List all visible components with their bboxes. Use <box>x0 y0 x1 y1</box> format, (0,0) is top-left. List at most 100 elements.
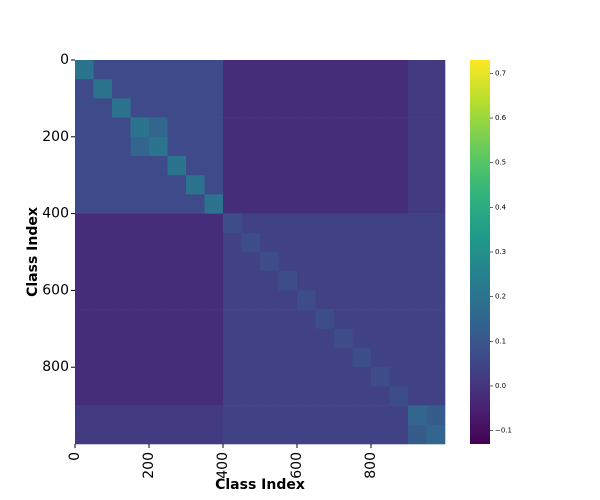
heatmap-cell <box>408 156 427 176</box>
heatmap-cell <box>149 60 168 80</box>
heatmap-cell <box>75 79 94 99</box>
heatmap-cell <box>389 290 409 310</box>
heatmap-cell <box>149 117 168 138</box>
heatmap-cell <box>426 213 446 234</box>
heatmap-cell <box>241 252 261 272</box>
heatmap-cell <box>149 98 168 118</box>
heatmap-cell <box>278 232 298 253</box>
heatmap-cell <box>297 328 316 349</box>
heatmap-cell <box>204 271 224 291</box>
colorbar-tick-label: 0.1 <box>495 337 506 345</box>
heatmap-cell <box>408 271 427 291</box>
heatmap-cell <box>204 232 224 253</box>
heatmap-cell <box>241 194 261 214</box>
heatmap-cell <box>186 367 205 387</box>
heatmap-cell <box>204 136 224 157</box>
heatmap-cell <box>278 213 298 234</box>
heatmap-cell <box>149 367 168 387</box>
heatmap-cell <box>278 136 298 157</box>
heatmap-cell <box>408 60 427 80</box>
heatmap-cell <box>112 156 131 176</box>
heatmap-cell <box>426 79 446 99</box>
heatmap-cell <box>371 405 390 426</box>
y-tick-label: 400 <box>42 206 69 222</box>
heatmap-cell <box>315 252 335 272</box>
heatmap-cell <box>278 386 298 406</box>
heatmap-cell <box>93 98 113 118</box>
heatmap-cell <box>167 328 187 349</box>
heatmap-cell <box>112 60 131 80</box>
y-axis-label: Class Index <box>25 207 41 297</box>
heatmap-cell <box>204 290 224 310</box>
heatmap-cell <box>408 386 427 406</box>
heatmap-cell <box>315 290 335 310</box>
heatmap-cell <box>241 175 261 195</box>
heatmap-cell <box>112 213 131 234</box>
heatmap-cell <box>297 213 316 234</box>
heatmap-cell <box>167 194 187 214</box>
heatmap-cell <box>371 424 390 445</box>
heatmap-cell <box>334 98 353 118</box>
x-tick-label: 800 <box>363 452 379 479</box>
heatmap-cell <box>260 309 279 330</box>
heatmap-cell <box>389 194 409 214</box>
heatmap-cell <box>186 252 205 272</box>
heatmap-cell <box>186 156 205 176</box>
heatmap-cell <box>75 309 94 330</box>
heatmap-cell <box>204 213 224 234</box>
heatmap-cell <box>223 252 242 272</box>
heatmap-cell <box>352 405 372 426</box>
heatmap-cell <box>352 156 372 176</box>
heatmap-cell <box>389 232 409 253</box>
heatmap-cell <box>167 79 187 99</box>
x-tick-label: 200 <box>141 452 157 479</box>
heatmap-cell <box>260 328 279 349</box>
heatmap-cell <box>389 98 409 118</box>
heatmap-cell <box>352 194 372 214</box>
heatmap-cell <box>241 348 261 368</box>
heatmap-cell <box>204 309 224 330</box>
heatmap-cell <box>297 386 316 406</box>
heatmap-cell <box>149 156 168 176</box>
heatmap-cell <box>130 252 150 272</box>
heatmap-cell <box>186 348 205 368</box>
x-axis-label: Class Index <box>215 477 305 493</box>
heatmap-cell <box>167 424 187 445</box>
heatmap-cell <box>223 213 242 234</box>
heatmap-cell <box>75 271 94 291</box>
heatmap-cell <box>297 348 316 368</box>
heatmap-cell <box>112 194 131 214</box>
heatmap-cell <box>315 405 335 426</box>
heatmap-cell <box>93 348 113 368</box>
heatmap-cell <box>130 424 150 445</box>
heatmap-cell <box>278 271 298 291</box>
heatmap-cell <box>334 232 353 253</box>
heatmap-cell <box>315 348 335 368</box>
heatmap-cell <box>260 290 279 310</box>
heatmap-cell <box>186 136 205 157</box>
heatmap-cell <box>112 367 131 387</box>
heatmap-cell <box>389 386 409 406</box>
heatmap-cell <box>130 386 150 406</box>
heatmap-cell <box>389 348 409 368</box>
heatmap-cell <box>371 367 390 387</box>
heatmap-cell <box>241 136 261 157</box>
heatmap-cell <box>260 156 279 176</box>
heatmap-cell <box>75 328 94 349</box>
heatmap-cell <box>112 424 131 445</box>
heatmap-cell <box>130 79 150 99</box>
heatmap-cell <box>167 117 187 138</box>
heatmap-cell <box>389 136 409 157</box>
heatmap-cell <box>426 328 446 349</box>
heatmap-cell <box>371 60 390 80</box>
heatmap-cell <box>167 405 187 426</box>
heatmap-cell <box>204 117 224 138</box>
heatmap-cell <box>352 232 372 253</box>
heatmap-cell <box>260 194 279 214</box>
heatmap-cell <box>334 309 353 330</box>
heatmap-cell <box>371 194 390 214</box>
heatmap-cell <box>93 175 113 195</box>
heatmap-cell <box>112 98 131 118</box>
heatmap-cell <box>352 328 372 349</box>
heatmap-cell <box>130 98 150 118</box>
